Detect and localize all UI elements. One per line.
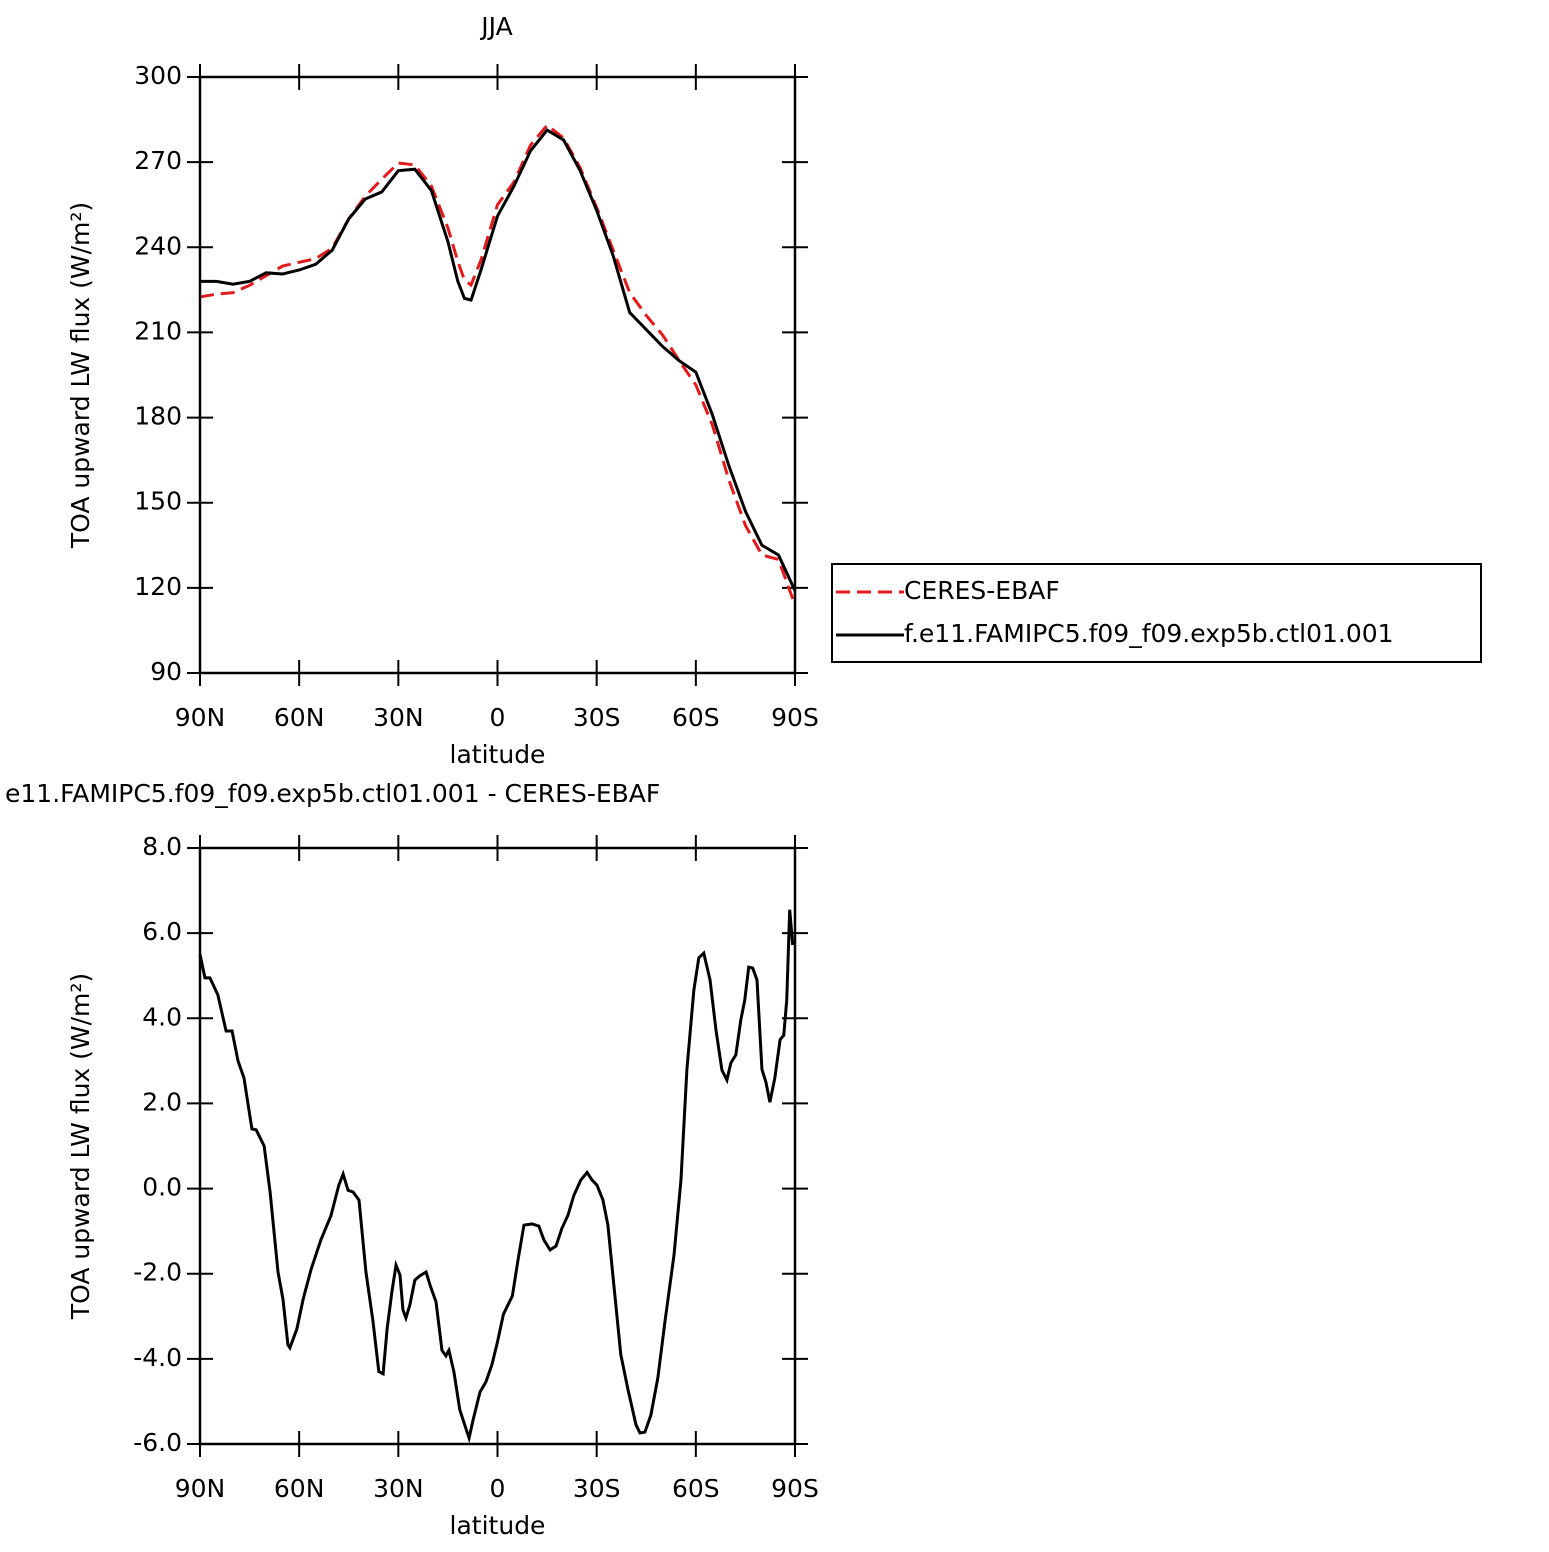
legend-label: CERES-EBAF — [904, 576, 1060, 605]
y-axis-label: TOA upward LW flux (W/m²) — [66, 973, 95, 1320]
x-tick-label: 30N — [373, 703, 424, 732]
x-tick-label: 90S — [771, 1474, 819, 1503]
series-line — [200, 128, 797, 592]
y-tick-label: 2.0 — [142, 1087, 182, 1116]
y-tick-label: -2.0 — [133, 1258, 182, 1287]
x-tick-label: 90S — [771, 703, 819, 732]
x-tick-label: 30S — [573, 1474, 621, 1503]
y-tick-label: 120 — [134, 572, 182, 601]
x-axis-label: latitude — [450, 1511, 546, 1540]
x-tick-label: 0 — [490, 1474, 506, 1503]
y-axis-label: TOA upward LW flux (W/m²) — [66, 202, 95, 549]
x-axis-label: latitude — [450, 740, 546, 769]
x-tick-label: 30S — [573, 703, 621, 732]
y-tick-label: -6.0 — [133, 1428, 182, 1457]
x-tick-label: 30N — [373, 1474, 424, 1503]
y-tick-label: 0.0 — [142, 1173, 182, 1202]
y-tick-label: 150 — [134, 487, 182, 516]
x-tick-label: 90N — [175, 1474, 226, 1503]
x-tick-label: 60S — [672, 703, 720, 732]
legend-box — [831, 563, 1482, 663]
series-line — [198, 909, 795, 1444]
x-tick-label: 60N — [274, 703, 325, 732]
y-tick-label: 300 — [134, 61, 182, 90]
x-tick-label: 90N — [175, 703, 226, 732]
x-tick-label: 60S — [672, 1474, 720, 1503]
chart-title: e11.FAMIPC5.f09_f09.exp5b.ctl01.001 - CE… — [5, 779, 660, 808]
y-tick-label: 240 — [134, 231, 182, 260]
y-tick-label: 4.0 — [142, 1002, 182, 1031]
plot-frame — [198, 75, 797, 675]
series-line — [199, 123, 797, 606]
y-tick-label: 180 — [134, 402, 182, 431]
y-tick-label: 90 — [150, 657, 182, 686]
y-tick-label: 270 — [134, 146, 182, 175]
chart-title: JJA — [479, 12, 512, 41]
y-tick-label: -4.0 — [133, 1343, 182, 1372]
x-tick-label: 60N — [274, 1474, 325, 1503]
legend-label: f.e11.FAMIPC5.f09_f09.exp5b.ctl01.001 — [904, 619, 1394, 648]
x-tick-label: 0 — [490, 703, 506, 732]
y-tick-label: 8.0 — [142, 832, 182, 861]
y-tick-label: 6.0 — [142, 917, 182, 946]
plot-frame — [198, 846, 797, 1446]
y-tick-label: 210 — [134, 316, 182, 345]
